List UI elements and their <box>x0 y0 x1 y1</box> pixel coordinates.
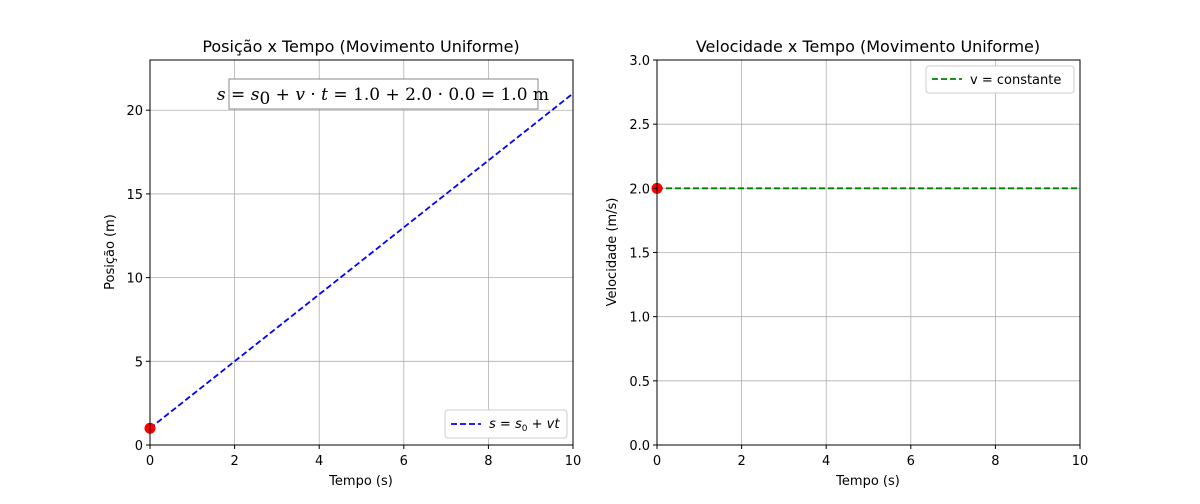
chart-title: Posição x Tempo (Movimento Uniforme) <box>202 37 519 56</box>
y-axis-label: Posição (m) <box>103 214 118 290</box>
x-axis-label: Tempo (s) <box>328 474 393 489</box>
formula-annotation: s = s0 + v · t = 1.0 + 2.0 · 0.0 = 1.0 m <box>217 78 549 110</box>
series-lines <box>144 92 574 434</box>
y-tick-label: 1.5 <box>629 247 650 262</box>
x-tick-label: 8 <box>991 454 999 469</box>
x-tick-label: 4 <box>315 454 323 469</box>
legend: s = s0 + vt <box>444 409 568 439</box>
y-tick-label: 0.5 <box>629 375 650 390</box>
x-tick-label: 10 <box>565 454 582 469</box>
annotation-text: s = s0 + v · t = 1.0 + 2.0 · 0.0 = 1.0 m <box>217 85 549 109</box>
x-tick-label: 10 <box>1072 454 1089 469</box>
x-tick-label: 2 <box>737 454 745 469</box>
axes-frame <box>149 59 574 446</box>
y-axis-label: Velocidade (m/s) <box>605 198 620 307</box>
velocity-time-chart: Velocidade x Tempo (Movimento Uniforme) … <box>605 37 1088 489</box>
tick-labels: 0 2 4 6 8 10 0.0 0.5 1.0 1.5 2.0 2.5 3.0 <box>629 54 1088 469</box>
x-tick-label: 2 <box>230 454 238 469</box>
x-tick-label: 4 <box>822 454 830 469</box>
x-tick-label: 0 <box>146 454 154 469</box>
y-tick-label: 1.0 <box>629 311 650 326</box>
x-tick-label: 0 <box>653 454 661 469</box>
y-tick-label: 0.0 <box>629 439 650 454</box>
y-tick-label: 20 <box>126 104 143 119</box>
x-tick-label: 6 <box>400 454 408 469</box>
x-axis-label: Tempo (s) <box>835 474 900 489</box>
x-tick-label: 6 <box>907 454 915 469</box>
y-tick-label: 10 <box>126 272 143 287</box>
series-line <box>149 92 574 429</box>
y-tick-label: 2.0 <box>629 182 650 197</box>
annotation-box <box>228 78 539 110</box>
y-tick-label: 0 <box>135 439 143 454</box>
position-time-chart: Posição x Tempo (Movimento Uniforme) 0 2 4… <box>103 37 581 489</box>
tick-labels: 0 2 4 6 8 10 0 5 10 15 20 <box>126 104 581 469</box>
legend: v = constante <box>925 65 1075 94</box>
y-tick-label: 2.5 <box>629 118 650 133</box>
y-tick-label: 3.0 <box>629 54 650 69</box>
legend-label: s = s0 + vt <box>489 417 560 434</box>
legend-label: v = constante <box>970 73 1061 88</box>
chart-title: Velocidade x Tempo (Movimento Uniforme) <box>696 37 1040 56</box>
y-tick-label: 5 <box>135 355 143 370</box>
grid <box>149 60 574 446</box>
y-tick-label: 15 <box>126 188 143 203</box>
legend-box <box>925 65 1075 94</box>
x-tick-label: 8 <box>484 454 492 469</box>
legend-box <box>444 409 568 439</box>
grid <box>656 59 1081 446</box>
